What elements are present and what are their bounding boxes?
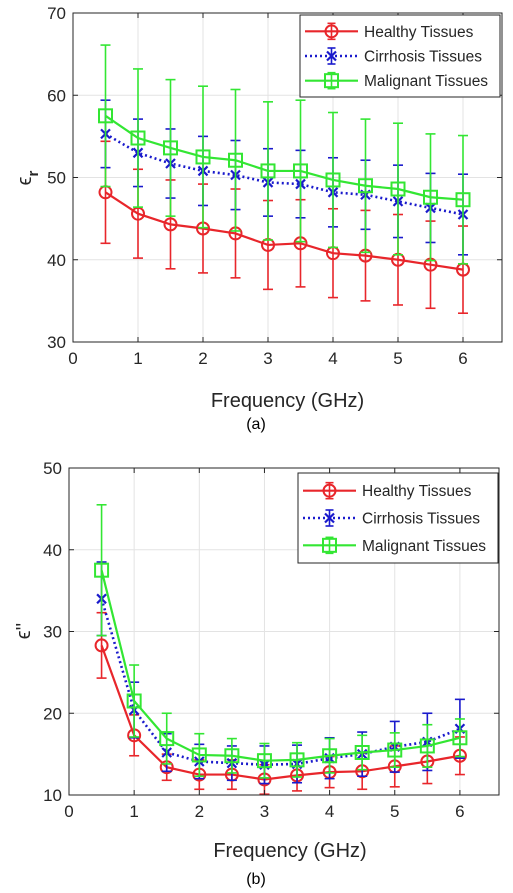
- data-point-malignant-tissues-b: [191, 747, 207, 763]
- x-tick-label-b: 1: [129, 802, 138, 821]
- legend-marker-healthy-tissues: [322, 483, 337, 498]
- legend-a: Healthy Tissues Cirrhosis Tissues Malignan…: [299, 14, 501, 98]
- x-tick-label-b: 5: [390, 802, 399, 821]
- series-layer-b: [94, 503, 468, 795]
- legend-entry-malignant-tissues-a: Malignant Tissues: [305, 71, 488, 90]
- legend-box-b: [297, 472, 499, 564]
- data-point-malignant-tissues-b: [322, 748, 338, 764]
- legend-marker-healthy-tissues: [324, 24, 339, 39]
- chart-panel-b: 0 1 2 3 4 5 6 10 20 30 40 50 Frequency (GHz) ϵ'' He…: [13, 459, 500, 888]
- legend-b: Healthy Tissues Cirrhosis Tissues Malignan…: [297, 472, 499, 564]
- legend-entry-healthy-tissues-a: Healthy Tissues: [305, 22, 474, 41]
- series-malignant-tissues-a: [98, 44, 471, 265]
- series-layer-a: [98, 44, 471, 315]
- x-tick-label-a: 2: [198, 349, 207, 368]
- data-point-malignant-tissues-a: [163, 140, 178, 156]
- data-point-malignant-tissues-b: [94, 562, 110, 578]
- y-tick-label-a: 30: [47, 333, 66, 352]
- x-axis-label-a: Frequency (GHz): [211, 390, 364, 412]
- series-malignant-tissues-b: [94, 503, 468, 779]
- data-point-malignant-tissues-a: [195, 149, 211, 165]
- legend-label-cirrhosis-tissues: Cirrhosis Tissues: [364, 49, 482, 66]
- legend-marker-malignant-tissues: [322, 537, 337, 553]
- x-tick-label-a: 3: [263, 349, 272, 368]
- y-tick-label-b: 30: [43, 623, 62, 642]
- legend-label-healthy-tissues: Healthy Tissues: [364, 24, 474, 41]
- data-point-malignant-tissues-b: [289, 752, 305, 768]
- legend-label-malignant-tissues: Malignant Tissues: [362, 538, 486, 555]
- data-point-malignant-tissues-b: [256, 753, 272, 769]
- y-axis-label-a: ϵr: [14, 171, 42, 186]
- x-tick-label-a: 6: [458, 349, 467, 368]
- data-point-malignant-tissues-a: [423, 189, 438, 205]
- legend-marker-cirrhosis-tissues: [326, 50, 337, 62]
- ticks-a: 0 1 2 3 4 5 6 30 40 50 60 70: [47, 4, 502, 368]
- legend-entry-cirrhosis-tissues-a: Cirrhosis Tissues: [305, 47, 482, 66]
- y-tick-label-b: 50: [43, 459, 62, 478]
- data-point-malignant-tissues-a: [455, 192, 471, 208]
- x-tick-label-b: 6: [455, 802, 464, 821]
- x-axis-label-b: Frequency (GHz): [213, 840, 366, 862]
- x-tick-label-b: 2: [195, 802, 204, 821]
- y-axis-label-b: ϵ'': [13, 623, 35, 639]
- y-tick-label-a: 70: [47, 4, 66, 23]
- data-point-healthy-tissues-a: [163, 217, 178, 232]
- data-point-malignant-tissues-b: [452, 730, 468, 746]
- y-tick-label-a: 50: [47, 169, 66, 188]
- x-tick-label-b: 3: [260, 802, 269, 821]
- legend-label-healthy-tissues: Healthy Tissues: [362, 483, 472, 500]
- panel-caption-a: (a): [246, 416, 266, 433]
- data-point-healthy-tissues-b: [94, 638, 109, 653]
- data-point-malignant-tissues-b: [224, 748, 240, 764]
- legend-label-malignant-tissues: Malignant Tissues: [364, 73, 488, 90]
- legend-marker-malignant-tissues: [324, 73, 339, 89]
- x-tick-label-b: 4: [325, 802, 334, 821]
- legend-box-a: [299, 14, 501, 98]
- y-axis-label-subscript-a: r: [25, 171, 42, 177]
- data-point-malignant-tissues-a: [390, 181, 406, 197]
- legend-entry-cirrhosis-tissues-b: Cirrhosis Tissues: [303, 509, 480, 528]
- x-tick-label-a: 4: [328, 349, 337, 368]
- y-axis-label-symbol-a: ϵ: [14, 176, 36, 185]
- data-point-malignant-tissues-b: [126, 693, 142, 709]
- y-tick-label-b: 40: [43, 541, 62, 560]
- x-tick-label-b: 0: [64, 802, 73, 821]
- data-point-malignant-tissues-b: [354, 744, 370, 760]
- svg-text:ϵr: ϵr: [14, 171, 42, 186]
- y-tick-label-b: 10: [43, 786, 62, 805]
- data-point-malignant-tissues-b: [387, 742, 403, 758]
- data-point-malignant-tissues-a: [98, 108, 113, 124]
- panel-caption-b: (b): [246, 871, 266, 888]
- x-tick-label-a: 1: [133, 349, 142, 368]
- y-tick-label-a: 40: [47, 251, 66, 270]
- y-tick-label-a: 60: [47, 86, 66, 105]
- legend-marker-cirrhosis-tissues: [324, 512, 335, 524]
- data-point-malignant-tissues-a: [228, 152, 243, 168]
- chart-panel-a: 0 1 2 3 4 5 6 30 40 50 60 70 Frequency (GHz) ϵr Hea…: [14, 4, 503, 433]
- legend-entry-healthy-tissues-b: Healthy Tissues: [303, 481, 472, 500]
- legend-label-cirrhosis-tissues: Cirrhosis Tissues: [362, 511, 480, 528]
- data-point-malignant-tissues-a: [325, 172, 341, 188]
- data-point-malignant-tissues-a: [130, 130, 146, 146]
- data-point-malignant-tissues-a: [293, 163, 308, 179]
- legend-entry-malignant-tissues-b: Malignant Tissues: [303, 536, 486, 555]
- data-point-malignant-tissues-b: [419, 738, 435, 754]
- data-point-malignant-tissues-a: [260, 163, 276, 179]
- y-tick-label-b: 20: [43, 704, 62, 723]
- series-line-malignant-tissues-a: [104, 114, 464, 201]
- data-point-malignant-tissues-a: [358, 178, 373, 194]
- y-axis-label-symbol-b: ϵ'': [13, 623, 35, 639]
- x-tick-label-a: 0: [68, 349, 77, 368]
- x-tick-label-a: 5: [393, 349, 402, 368]
- ticks-b: 0 1 2 3 4 5 6 10 20 30 40 50: [43, 459, 499, 821]
- data-point-malignant-tissues-b: [159, 731, 175, 747]
- series-line-cirrhosis-tissues-a: [104, 132, 464, 216]
